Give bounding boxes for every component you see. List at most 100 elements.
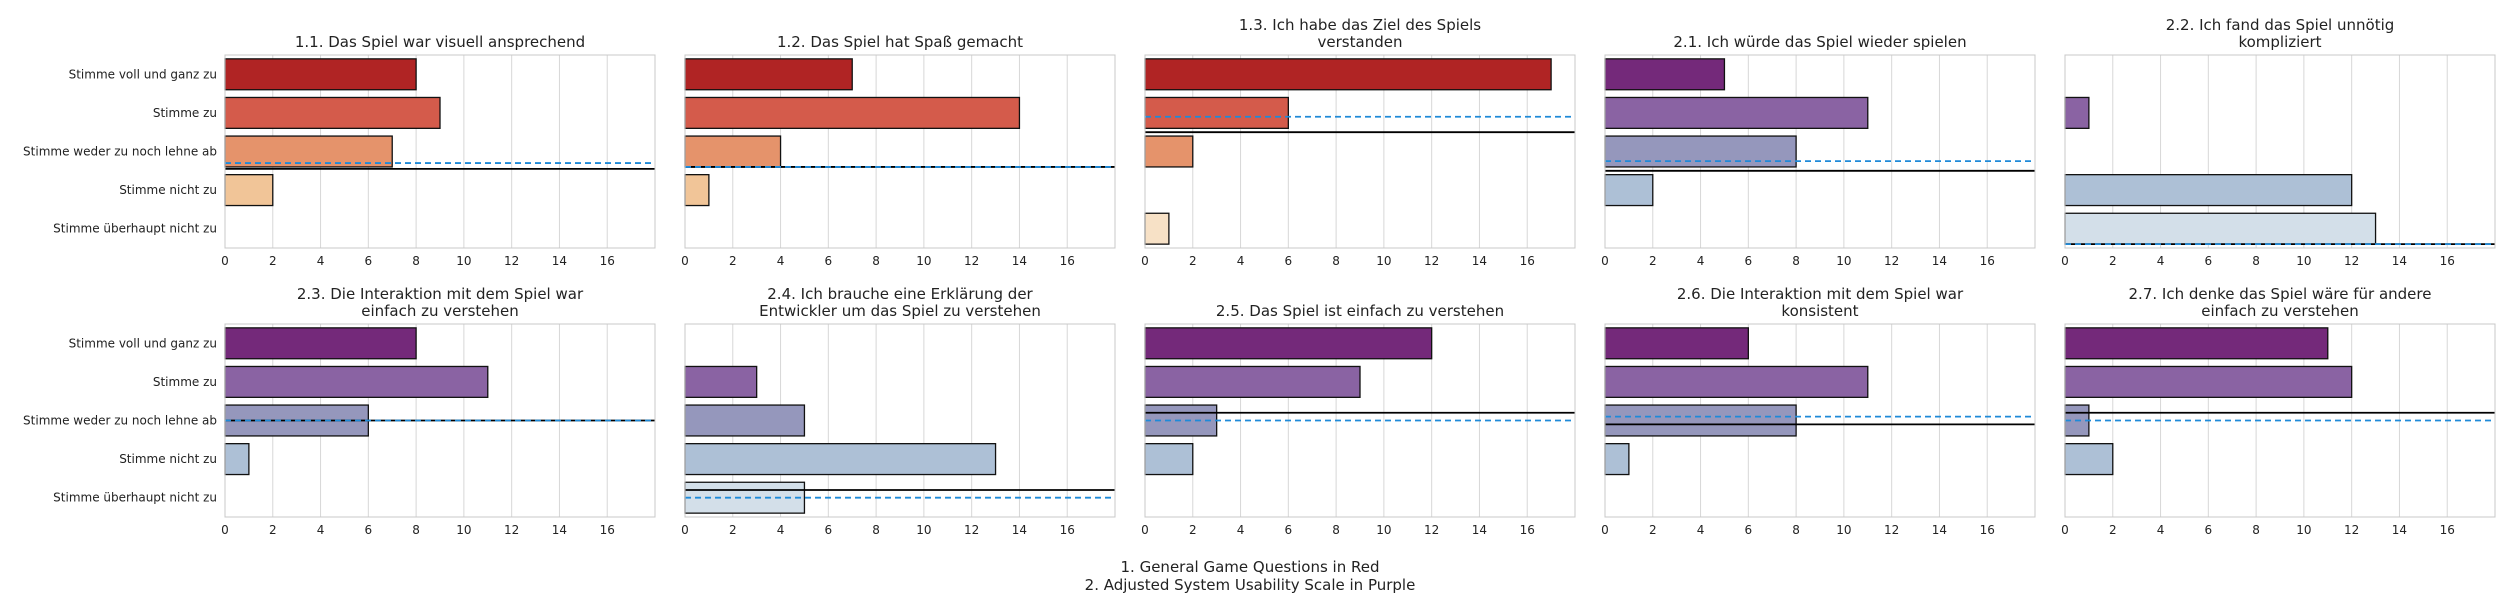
- x-tick-label: 4: [317, 254, 325, 268]
- x-tick-label: 16: [1520, 254, 1535, 268]
- x-tick-label: 14: [1012, 523, 1027, 537]
- x-tick-label: 0: [1601, 254, 1609, 268]
- panel-7: 0 2 4 6 8 10 12 14 16 2.4. Ich brauche eine Erklä…: [681, 285, 1116, 537]
- panel-10: 0 2 4 6 8 10 12 14 16 2.7. Ich denke das Spiel wä…: [2061, 285, 2496, 537]
- bar: [224, 135, 393, 168]
- x-tick-label: 6: [365, 523, 373, 537]
- panel-2: 0 2 4 6 8 10 12 14 16 1.2. Das Spiel hat Spaß gem…: [681, 33, 1116, 268]
- panel-title: 2.5. Das Spiel ist einfach zu verstehen: [1216, 302, 1504, 320]
- x-tick-label: 12: [964, 254, 979, 268]
- x-tick-label: 10: [1376, 254, 1391, 268]
- x-tick-label: 6: [1285, 254, 1293, 268]
- x-tick-label: 2: [1649, 523, 1657, 537]
- bar: [224, 174, 274, 207]
- x-tick-label: 12: [1424, 523, 1439, 537]
- x-tick-label: 8: [412, 254, 420, 268]
- x-tick-label: 2: [2109, 523, 2117, 537]
- x-tick-label: 12: [1884, 523, 1899, 537]
- axes-frame: [1604, 54, 2036, 249]
- x-tick-label: 4: [317, 523, 325, 537]
- y-tick-label: Stimme nicht zu: [119, 183, 217, 197]
- panel-title: 1.3. Ich habe das Ziel des Spiels: [1239, 16, 1481, 34]
- x-tick-label: 16: [2440, 523, 2455, 537]
- x-tick-label: 4: [1697, 523, 1705, 537]
- y-tick-label: Stimme überhaupt nicht zu: [53, 222, 217, 236]
- axes-frame: [1144, 323, 1576, 518]
- bar: [1144, 135, 1194, 168]
- panel-title: konsistent: [1781, 302, 1858, 320]
- panel-8: 0 2 4 6 8 10 12 14 16 2.5. Das Spiel ist einfach …: [1141, 302, 1576, 537]
- bar: [1144, 327, 1433, 360]
- x-tick-label: 8: [1792, 523, 1800, 537]
- x-tick-label: 6: [1285, 523, 1293, 537]
- x-tick-label: 8: [2252, 254, 2260, 268]
- bar: [1144, 212, 1170, 245]
- x-tick-label: 0: [681, 254, 689, 268]
- x-tick-label: 10: [1376, 523, 1391, 537]
- y-tick-label: Stimme weder zu noch lehne ab: [23, 145, 217, 159]
- x-tick-label: 8: [872, 254, 880, 268]
- x-tick-label: 10: [456, 523, 471, 537]
- x-tick-label: 16: [1520, 523, 1535, 537]
- bar: [2064, 327, 2329, 360]
- bar: [224, 327, 417, 360]
- bar: [1604, 443, 1630, 476]
- panel-title: einfach zu verstehen: [361, 302, 519, 320]
- x-tick-label: 6: [2205, 254, 2213, 268]
- x-tick-label: 6: [1745, 254, 1753, 268]
- x-tick-label: 10: [2296, 254, 2311, 268]
- x-tick-label: 12: [1884, 254, 1899, 268]
- x-tick-label: 2: [729, 254, 737, 268]
- x-tick-label: 4: [1697, 254, 1705, 268]
- x-tick-label: 2: [729, 523, 737, 537]
- bar: [1604, 174, 1654, 207]
- bar: [684, 365, 758, 398]
- bar: [684, 404, 806, 437]
- x-tick-label: 0: [221, 523, 229, 537]
- x-tick-label: 4: [1237, 254, 1245, 268]
- y-tick-label: Stimme weder zu noch lehne ab: [23, 414, 217, 428]
- bar: [1604, 96, 1869, 129]
- panel-title: 1.1. Das Spiel war visuell ansprechend: [295, 33, 585, 51]
- panel-title: Entwickler um das Spiel zu verstehen: [759, 302, 1041, 320]
- y-tick-label: Stimme nicht zu: [119, 452, 217, 466]
- x-tick-label: 6: [365, 254, 373, 268]
- panel-title: 2.3. Die Interaktion mit dem Spiel war: [297, 285, 584, 303]
- x-tick-label: 0: [681, 523, 689, 537]
- x-tick-label: 10: [456, 254, 471, 268]
- axes-frame: [684, 54, 1116, 249]
- x-tick-label: 0: [1141, 523, 1149, 537]
- x-tick-label: 2: [1649, 254, 1657, 268]
- x-tick-label: 14: [552, 254, 567, 268]
- panel-9: 0 2 4 6 8 10 12 14 16 2.6. Die Interaktion mit de…: [1601, 285, 2036, 537]
- bar: [1604, 327, 1749, 360]
- bar: [684, 481, 806, 514]
- x-tick-label: 6: [825, 254, 833, 268]
- bar: [224, 365, 489, 398]
- x-tick-label: 10: [2296, 523, 2311, 537]
- panel-title: 2.4. Ich brauche eine Erklärung der: [767, 285, 1033, 303]
- x-tick-label: 16: [600, 254, 615, 268]
- panel-title: 1.2. Das Spiel hat Spaß gemacht: [777, 33, 1023, 51]
- y-tick-label: Stimme überhaupt nicht zu: [53, 491, 217, 505]
- x-tick-label: 8: [1332, 254, 1340, 268]
- x-tick-label: 10: [1836, 523, 1851, 537]
- x-tick-label: 14: [552, 523, 567, 537]
- x-tick-label: 2: [2109, 254, 2117, 268]
- bar: [224, 443, 250, 476]
- footer-line-2: 2. Adjusted System Usability Scale in Pu…: [1084, 576, 1416, 594]
- x-tick-label: 4: [777, 523, 785, 537]
- x-tick-label: 2: [1189, 254, 1197, 268]
- x-tick-label: 16: [2440, 254, 2455, 268]
- x-tick-label: 10: [1836, 254, 1851, 268]
- bar: [1144, 443, 1194, 476]
- x-tick-label: 16: [1060, 254, 1075, 268]
- panel-6: 0 2 4 6 8 10 12 14 16 Stimme voll und ganz zu Stim…: [23, 285, 656, 537]
- bar: [684, 135, 782, 168]
- x-tick-label: 16: [1060, 523, 1075, 537]
- x-tick-label: 14: [1472, 254, 1487, 268]
- bar: [224, 58, 417, 91]
- x-tick-label: 6: [2205, 523, 2213, 537]
- x-tick-label: 8: [2252, 523, 2260, 537]
